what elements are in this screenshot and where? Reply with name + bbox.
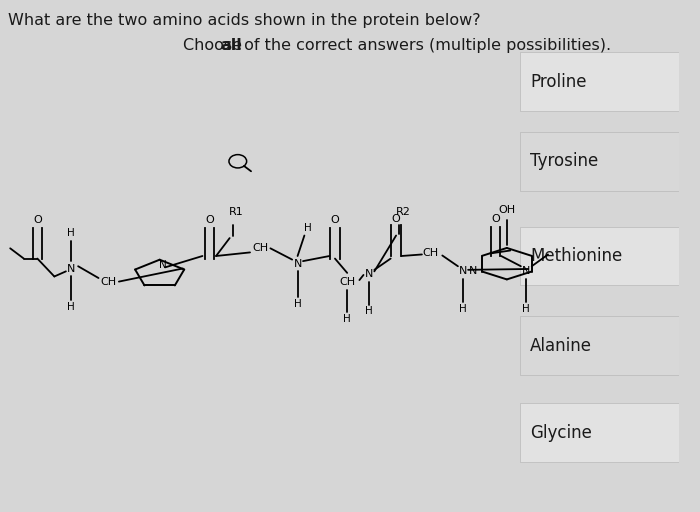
Text: Proline: Proline: [530, 73, 587, 91]
Text: N: N: [293, 259, 302, 269]
Text: Methionine: Methionine: [530, 247, 622, 265]
FancyBboxPatch shape: [520, 226, 680, 286]
Text: CH: CH: [422, 248, 438, 259]
Text: CH: CH: [339, 276, 355, 287]
Text: What are the two amino acids shown in the protein below?: What are the two amino acids shown in th…: [8, 13, 481, 28]
Text: OH: OH: [498, 205, 515, 215]
Text: H: H: [67, 302, 75, 312]
Text: H: H: [343, 314, 351, 324]
Text: O: O: [205, 215, 214, 225]
FancyBboxPatch shape: [520, 316, 680, 375]
Text: N: N: [159, 260, 167, 270]
Text: all: all: [220, 38, 243, 53]
FancyBboxPatch shape: [520, 132, 680, 190]
Text: H: H: [365, 306, 373, 316]
Text: O: O: [330, 215, 340, 225]
Text: N: N: [522, 266, 531, 276]
Text: O: O: [392, 214, 400, 224]
Text: CH: CH: [101, 276, 117, 287]
FancyBboxPatch shape: [520, 53, 680, 112]
Text: Choose: Choose: [183, 38, 248, 53]
Text: N: N: [469, 266, 477, 276]
Text: O: O: [33, 215, 42, 225]
Text: Glycine: Glycine: [530, 423, 592, 442]
Text: CH: CH: [252, 243, 268, 253]
FancyBboxPatch shape: [0, 0, 680, 512]
Text: H: H: [304, 223, 312, 233]
Text: N: N: [458, 266, 467, 276]
Text: Alanine: Alanine: [530, 336, 592, 355]
Text: H: H: [294, 298, 302, 309]
Text: of the correct answers (multiple possibilities).: of the correct answers (multiple possibi…: [239, 38, 611, 53]
Text: H: H: [458, 304, 467, 314]
Text: R1: R1: [229, 207, 244, 218]
Text: H: H: [522, 304, 530, 314]
Text: Tyrosine: Tyrosine: [530, 152, 598, 170]
Text: H: H: [67, 228, 75, 238]
FancyBboxPatch shape: [520, 403, 680, 462]
Text: O: O: [491, 214, 500, 224]
Text: N: N: [67, 264, 76, 274]
Text: R2: R2: [395, 207, 410, 218]
Text: N: N: [365, 269, 373, 279]
